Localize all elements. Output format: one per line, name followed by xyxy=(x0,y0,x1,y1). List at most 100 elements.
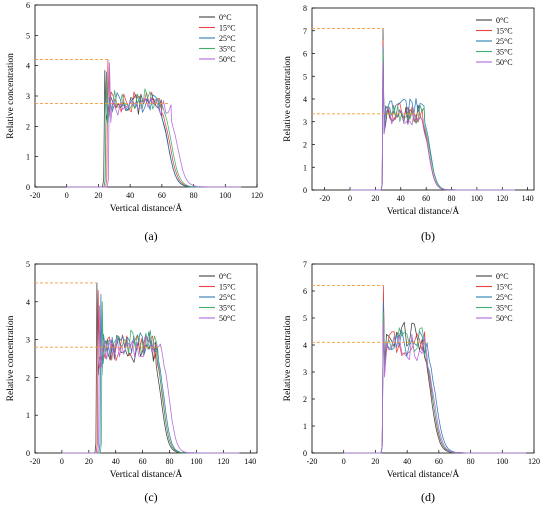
y-tick-label: 6 xyxy=(303,287,307,296)
x-tick-label: -20 xyxy=(30,457,41,466)
y-tick-label: 6 xyxy=(26,1,30,10)
legend-entry: 50°C xyxy=(219,55,236,64)
legend-entry: 25°C xyxy=(496,293,513,302)
series-line-15c xyxy=(61,290,240,454)
series-line-35c xyxy=(61,301,240,454)
x-axis-label: Vertical distance/Å xyxy=(110,202,183,214)
series-line-0c xyxy=(66,69,242,188)
series-line-35c xyxy=(66,77,242,188)
series-line-25c xyxy=(66,71,242,188)
legend-entry: 0°C xyxy=(219,272,232,281)
y-tick-label: 5 xyxy=(303,72,307,81)
legend-entry: 50°C xyxy=(496,314,513,323)
y-tick-label: 2 xyxy=(303,395,307,404)
panel-label: (d) xyxy=(421,490,435,504)
y-tick-label: 1 xyxy=(26,411,30,420)
legend-entry: 25°C xyxy=(219,34,236,43)
legend-entry: 0°C xyxy=(219,13,232,22)
y-tick-label: 1 xyxy=(303,163,307,172)
y-tick-label: 0 xyxy=(26,449,30,458)
legend-entry: 25°C xyxy=(219,293,236,302)
legend-entry: 15°C xyxy=(219,24,236,33)
x-tick-label: 140 xyxy=(522,194,534,203)
x-tick-label: 60 xyxy=(435,457,443,466)
x-tick-label: 100 xyxy=(496,457,508,466)
series-line-0c xyxy=(61,282,240,454)
x-tick-label: 80 xyxy=(166,457,174,466)
x-axis-label: Vertical distance/Å xyxy=(110,468,183,480)
y-tick-label: 3 xyxy=(26,336,30,345)
y-tick-label: 8 xyxy=(303,4,307,13)
x-tick-label: 100 xyxy=(190,457,202,466)
legend-entry: 35°C xyxy=(219,304,236,313)
x-tick-label: -20 xyxy=(30,191,41,200)
series-line-50c xyxy=(350,62,515,191)
legend-entry: 35°C xyxy=(496,48,513,57)
y-tick-label: 2 xyxy=(26,373,30,382)
series-line-25c xyxy=(343,301,527,454)
x-tick-label: 0 xyxy=(60,457,64,466)
y-tick-label: 1 xyxy=(26,153,30,162)
plot-frame xyxy=(311,263,535,454)
y-tick-label: 0 xyxy=(26,183,30,192)
x-tick-label: 20 xyxy=(85,457,93,466)
x-tick-label: -20 xyxy=(307,457,318,466)
x-tick-label: 20 xyxy=(94,191,102,200)
x-axis-label: Vertical distance/Å xyxy=(387,468,460,480)
y-tick-label: 4 xyxy=(26,298,30,307)
y-tick-label: 2 xyxy=(303,141,307,150)
x-tick-label: 140 xyxy=(244,457,256,466)
legend-entry: 15°C xyxy=(219,283,236,292)
x-tick-label: 60 xyxy=(139,457,147,466)
y-tick-label: 0 xyxy=(303,449,307,458)
chart-panel-b: -20 0 20 40 60 80 100 120 140 0 1 2 3 4 5 6 7 8 Vertical d… xyxy=(283,4,535,243)
x-tick-label: 120 xyxy=(496,194,508,203)
y-tick-label: 5 xyxy=(26,260,30,269)
y-tick-label: 4 xyxy=(26,62,30,71)
x-tick-label: 0 xyxy=(65,191,69,200)
x-tick-label: 80 xyxy=(448,194,456,203)
y-tick-label: 4 xyxy=(303,95,307,104)
x-tick-label: 80 xyxy=(190,191,198,200)
x-tick-label: 120 xyxy=(528,457,540,466)
y-tick-label: 0 xyxy=(303,186,307,195)
y-tick-label: 2 xyxy=(26,122,30,131)
legend-entry: 50°C xyxy=(496,58,513,67)
x-tick-label: 40 xyxy=(126,191,134,200)
y-axis-label: Relative concentration xyxy=(283,315,293,401)
series-line-50c xyxy=(66,62,242,188)
legend-entry: 35°C xyxy=(496,304,513,313)
legend-entry: 35°C xyxy=(219,45,236,54)
legend-entry: 15°C xyxy=(496,27,513,36)
x-tick-label: 40 xyxy=(112,457,120,466)
x-tick-label: 80 xyxy=(467,457,475,466)
y-tick-label: 5 xyxy=(26,31,30,40)
x-tick-label: 100 xyxy=(471,194,483,203)
legend-entry: 15°C xyxy=(496,283,513,292)
y-tick-label: 6 xyxy=(303,50,307,59)
y-tick-label: 3 xyxy=(26,92,30,101)
y-tick-label: 5 xyxy=(303,314,307,323)
y-axis-label: Relative concentration xyxy=(6,53,16,139)
plot-frame xyxy=(34,263,258,454)
x-tick-label: 0 xyxy=(348,194,352,203)
series-line-15c xyxy=(66,59,242,188)
y-tick-label: 4 xyxy=(303,341,307,350)
series-line-50c xyxy=(61,305,240,454)
panel-label: (b) xyxy=(421,229,435,243)
series-line-50c xyxy=(343,323,527,454)
x-tick-label: 60 xyxy=(158,191,166,200)
x-tick-label: 60 xyxy=(422,194,430,203)
panel-label: (c) xyxy=(144,490,157,504)
y-tick-label: 3 xyxy=(303,118,307,127)
x-tick-label: 20 xyxy=(371,457,379,466)
legend-entry: 0°C xyxy=(496,272,509,281)
legend-entry: 0°C xyxy=(496,16,509,25)
x-tick-label: 100 xyxy=(219,191,231,200)
y-tick-label: 7 xyxy=(303,27,307,36)
